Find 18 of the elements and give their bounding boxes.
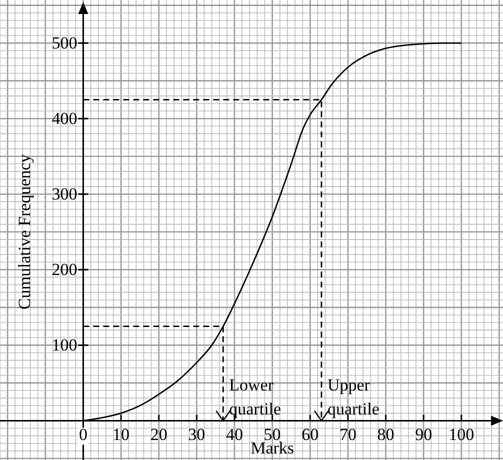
- x-tick-label: 70: [339, 425, 356, 444]
- annotation: Upper quartile: [327, 376, 380, 419]
- x-tick-label: 80: [377, 425, 394, 444]
- x-tick-label: 60: [302, 425, 319, 444]
- x-tick-label: 90: [415, 425, 432, 444]
- y-axis-title: Cumulative Frequency: [15, 154, 34, 310]
- x-tick-label: 0: [78, 425, 88, 444]
- y-tick-label: 300: [52, 184, 78, 204]
- annotation: Lower quartile: [229, 376, 282, 419]
- y-tick-label: 400: [52, 109, 78, 128]
- x-tick-label: 30: [188, 425, 206, 444]
- x-tick-label: 20: [150, 425, 168, 444]
- x-tick-label: 100: [448, 425, 474, 444]
- y-tick-label: 500: [52, 34, 78, 53]
- y-tick-label: 200: [52, 260, 78, 280]
- y-tick-label: 100: [52, 336, 78, 355]
- x-tick-label: 10: [112, 425, 130, 444]
- x-tick-label: 40: [226, 425, 243, 444]
